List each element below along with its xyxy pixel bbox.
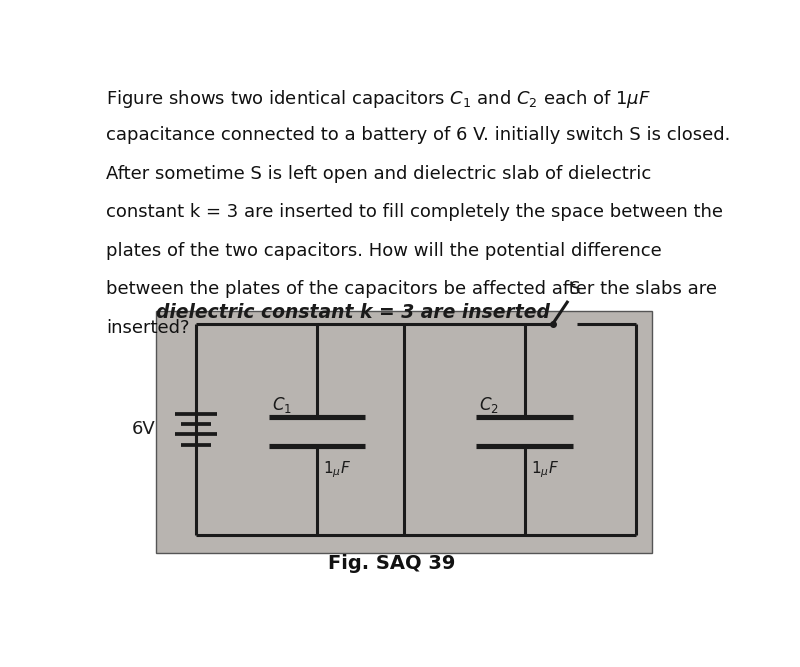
Text: $C_2$: $C_2$: [479, 395, 499, 415]
Text: capacitance connected to a battery of 6 V. initially switch S is closed.: capacitance connected to a battery of 6 …: [106, 126, 730, 144]
Text: plates of the two capacitors. How will the potential difference: plates of the two capacitors. How will t…: [106, 242, 662, 260]
Text: $1_{\mu}F$: $1_{\mu}F$: [323, 459, 351, 480]
Text: between the plates of the capacitors be affected after the slabs are: between the plates of the capacitors be …: [106, 280, 718, 298]
Bar: [156, 311, 652, 552]
Text: After sometime S is left open and dielectric slab of dielectric: After sometime S is left open and dielec…: [106, 165, 651, 183]
Text: $C_1$: $C_1$: [272, 395, 292, 415]
Text: Figure shows two identical capacitors $C_1$ and $C_2$ each of $1\mu F$: Figure shows two identical capacitors $C…: [106, 88, 651, 110]
Text: S: S: [570, 280, 581, 298]
Text: inserted?: inserted?: [106, 319, 190, 337]
Text: $1_{\mu}F$: $1_{\mu}F$: [531, 459, 559, 480]
Text: constant k = 3 are inserted to fill completely the space between the: constant k = 3 are inserted to fill comp…: [106, 203, 723, 221]
Text: 6V: 6V: [132, 420, 156, 438]
Text: Fig. SAQ 39: Fig. SAQ 39: [328, 554, 455, 573]
Text: dielectric constant k = 3 are inserted: dielectric constant k = 3 are inserted: [156, 303, 550, 322]
